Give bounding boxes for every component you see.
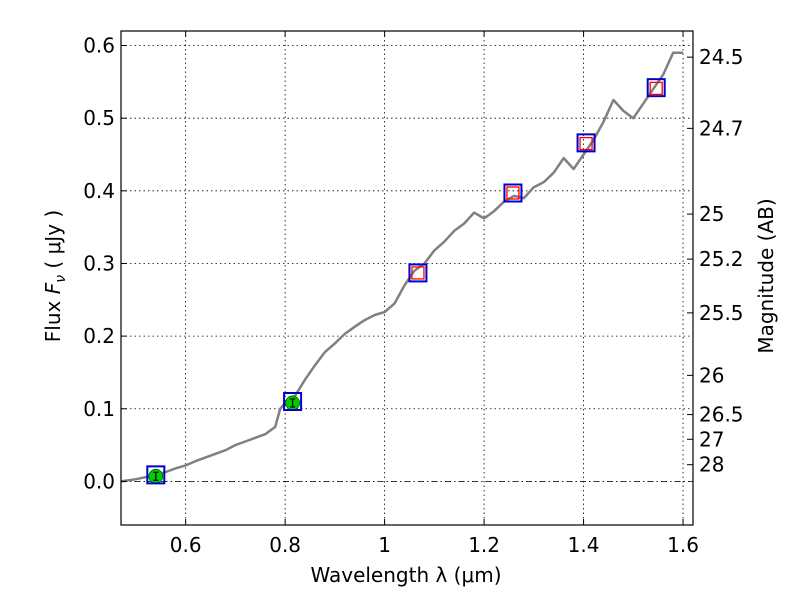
model-point-blue [576,133,596,153]
y-tick-label: 0.3 [83,251,115,275]
x-axis-label: Wavelength λ (μm) [310,563,501,587]
spectrum-line [120,51,684,483]
right-axis-label: Magnitude (AB) [754,198,778,353]
x-tick-label: 0.6 [170,533,202,557]
spectrum-layer [120,51,684,483]
model-point-blue [408,263,428,283]
model-point-red [411,266,425,280]
plot-frame [120,30,694,526]
x-tick-label: 1.4 [568,533,600,557]
y-tick-label: 0.0 [83,469,115,493]
y-tick-label: 0.4 [83,179,115,203]
x-tick-label: 0.8 [269,533,301,557]
y-axis-label-prefix: Flux [41,294,65,342]
model-point-blue [146,465,166,485]
x-tick-label: 1 [378,533,391,557]
model-point-red [649,81,663,96]
y-axis-label: Flux Fν ( μJy ) [41,210,69,342]
y-axis-label-sub: ν [53,275,69,283]
model-point-blue [646,78,666,98]
right-axis-tick-label: 25.2 [699,247,744,271]
right-axis-tick-label: 24.5 [699,45,744,69]
right-axis-tick-label: 24.7 [699,116,744,140]
x-tick-label: 1.6 [667,533,699,557]
y-axis-label-suffix: ( μJy ) [41,210,65,275]
model-point-red [579,136,593,151]
tick-layer: 0.6 0.8 1 1.2 1.4 1.6 0.0 0.1 0.2 0.3 0.4 0.5 0.6 24.… [83,31,744,557]
right-axis-tick-label: 26 [699,363,724,387]
y-tick-label: 0.1 [83,397,115,421]
y-axis-label-var: F [41,282,65,294]
y-tick-label: 0.6 [83,34,115,58]
grid-layer [121,31,693,525]
right-axis-tick-label: 26.5 [699,403,744,427]
right-axis-tick-label: 25 [699,202,724,226]
right-axis-tick-label: 28 [699,453,724,477]
model-point-blue [283,392,303,411]
model-point-red [506,186,520,200]
right-axis-tick-label: 27 [699,427,724,451]
model-point-blue [503,183,523,203]
label-layer: Wavelength λ (μm) Flux Fν ( μJy ) Magnit… [41,198,778,587]
x-tick-label: 1.2 [468,533,500,557]
right-axis-tick-label: 25.5 [699,301,744,325]
y-tick-label: 0.5 [83,106,115,130]
y-tick-label: 0.2 [83,324,115,348]
photometry-layer [146,78,666,485]
